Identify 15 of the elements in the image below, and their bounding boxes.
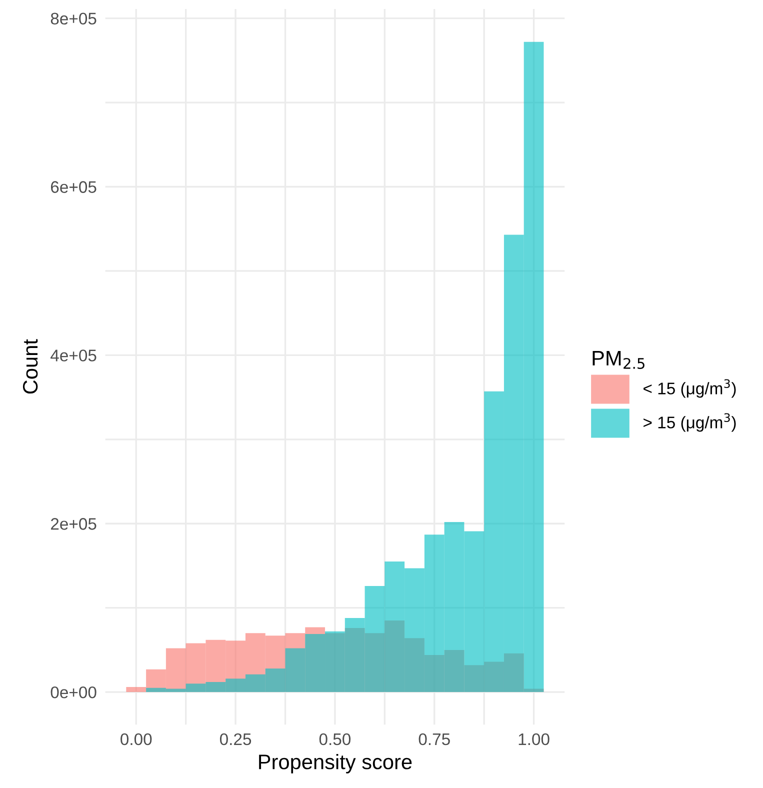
legend-label: > 15 (μg/m$^{3}$) — [644, 413, 736, 432]
x-tick-label: 0.00 — [120, 733, 152, 746]
y-tick-label: 6e+05 — [51, 181, 96, 193]
x-axis-title: Propensity score — [259, 754, 412, 774]
y-tick-label: 8e+05 — [50, 12, 96, 25]
legend-title: PM$_{2.5}$ — [592, 351, 644, 369]
x-tick-label: 0.50 — [319, 733, 351, 746]
x-tick-label: 1.00 — [518, 733, 550, 746]
x-tick-label: 0.75 — [418, 733, 450, 746]
y-tick-label: 2e+05 — [50, 518, 96, 530]
y-axis-title: Count — [22, 339, 38, 394]
y-tick-label: 4e+05 — [50, 350, 96, 362]
x-tick-label: 0.25 — [220, 733, 252, 746]
y-tick-label: 0e+00 — [50, 686, 96, 698]
legend-label: < 15 (μg/m$^{3}$) — [644, 379, 736, 398]
